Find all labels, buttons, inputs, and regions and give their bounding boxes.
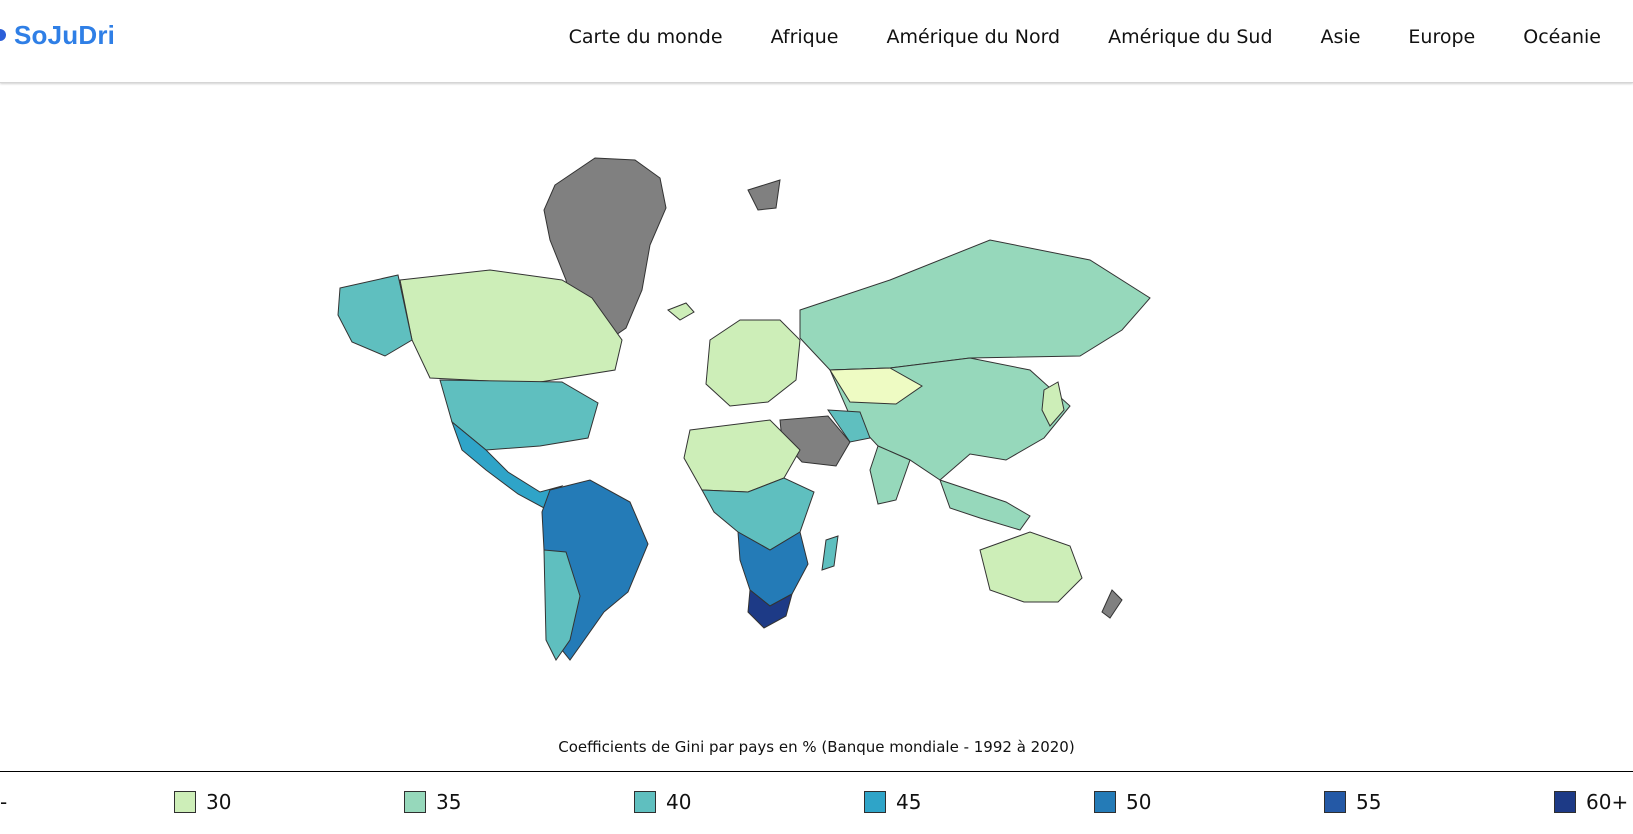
legend-swatch-50 xyxy=(1094,791,1116,813)
legend-item-30: 30 xyxy=(174,790,231,814)
world-map-svg xyxy=(337,157,1151,661)
legend-label-30: 30 xyxy=(206,790,232,814)
legend-label-50: 50 xyxy=(1126,790,1152,814)
southeast-asia-region[interactable] xyxy=(939,479,1031,531)
australia-region[interactable] xyxy=(979,531,1083,603)
legend-item-40: 40 xyxy=(634,790,691,814)
gini-legend: - 30 35 40 45 50 55 60+ xyxy=(0,790,1633,834)
legend-label-55: 55 xyxy=(1356,790,1382,814)
iceland-region[interactable] xyxy=(667,302,695,321)
legend-label-35: 35 xyxy=(436,790,462,814)
brand-name: SoJuDri xyxy=(14,19,116,50)
brand-icon xyxy=(0,29,6,41)
legend-item-45: 45 xyxy=(864,790,921,814)
south-africa-region[interactable] xyxy=(747,589,793,629)
legend-label-leading: - xyxy=(0,790,8,814)
map-caption: Coefficients de Gini par pays en % (Banq… xyxy=(558,738,1075,756)
legend-item-leading: - xyxy=(0,790,7,814)
legend-swatch-60-plus xyxy=(1554,791,1576,813)
nav-link-africa[interactable]: Afrique xyxy=(770,26,839,48)
main-nav: Carte du monde Afrique Amérique du Nord … xyxy=(569,20,1601,54)
madagascar-region[interactable] xyxy=(821,535,839,571)
nav-link-oceania[interactable]: Océanie xyxy=(1523,26,1601,48)
legend-swatch-30 xyxy=(174,791,196,813)
legend-item-60-plus: 60+ xyxy=(1554,790,1628,814)
nav-link-asia[interactable]: Asie xyxy=(1320,26,1361,48)
legend-label-40: 40 xyxy=(666,790,692,814)
top-navigation-bar: SoJuDri Carte du monde Afrique Amérique … xyxy=(0,0,1633,83)
europe-region[interactable] xyxy=(705,319,801,407)
nav-link-north-america[interactable]: Amérique du Nord xyxy=(886,26,1061,48)
india-region[interactable] xyxy=(869,445,911,505)
brand-logo[interactable]: SoJuDri xyxy=(0,18,115,52)
legend-item-55: 55 xyxy=(1324,790,1381,814)
nav-link-europe[interactable]: Europe xyxy=(1408,26,1476,48)
legend-divider xyxy=(0,771,1633,772)
legend-swatch-45 xyxy=(864,791,886,813)
legend-label-45: 45 xyxy=(896,790,922,814)
south-america-south-region[interactable] xyxy=(543,549,581,661)
japan-region[interactable] xyxy=(1041,381,1065,427)
legend-swatch-55 xyxy=(1324,791,1346,813)
legend-item-35: 35 xyxy=(404,790,461,814)
alaska-region[interactable] xyxy=(337,274,413,357)
legend-swatch-40 xyxy=(634,791,656,813)
iran-region[interactable] xyxy=(827,409,871,443)
russia-region[interactable] xyxy=(799,239,1151,371)
gini-world-map[interactable] xyxy=(330,120,1190,680)
nav-link-south-america[interactable]: Amérique du Sud xyxy=(1108,26,1273,48)
nav-link-world-map[interactable]: Carte du monde xyxy=(568,26,723,48)
kazakhstan-region[interactable] xyxy=(829,367,923,405)
legend-swatch-35 xyxy=(404,791,426,813)
legend-item-50: 50 xyxy=(1094,790,1151,814)
svalbard-region[interactable] xyxy=(747,179,781,211)
canada-region[interactable] xyxy=(399,269,623,383)
legend-label-60-plus: 60+ xyxy=(1586,790,1629,814)
new-zealand-region[interactable] xyxy=(1101,589,1123,619)
